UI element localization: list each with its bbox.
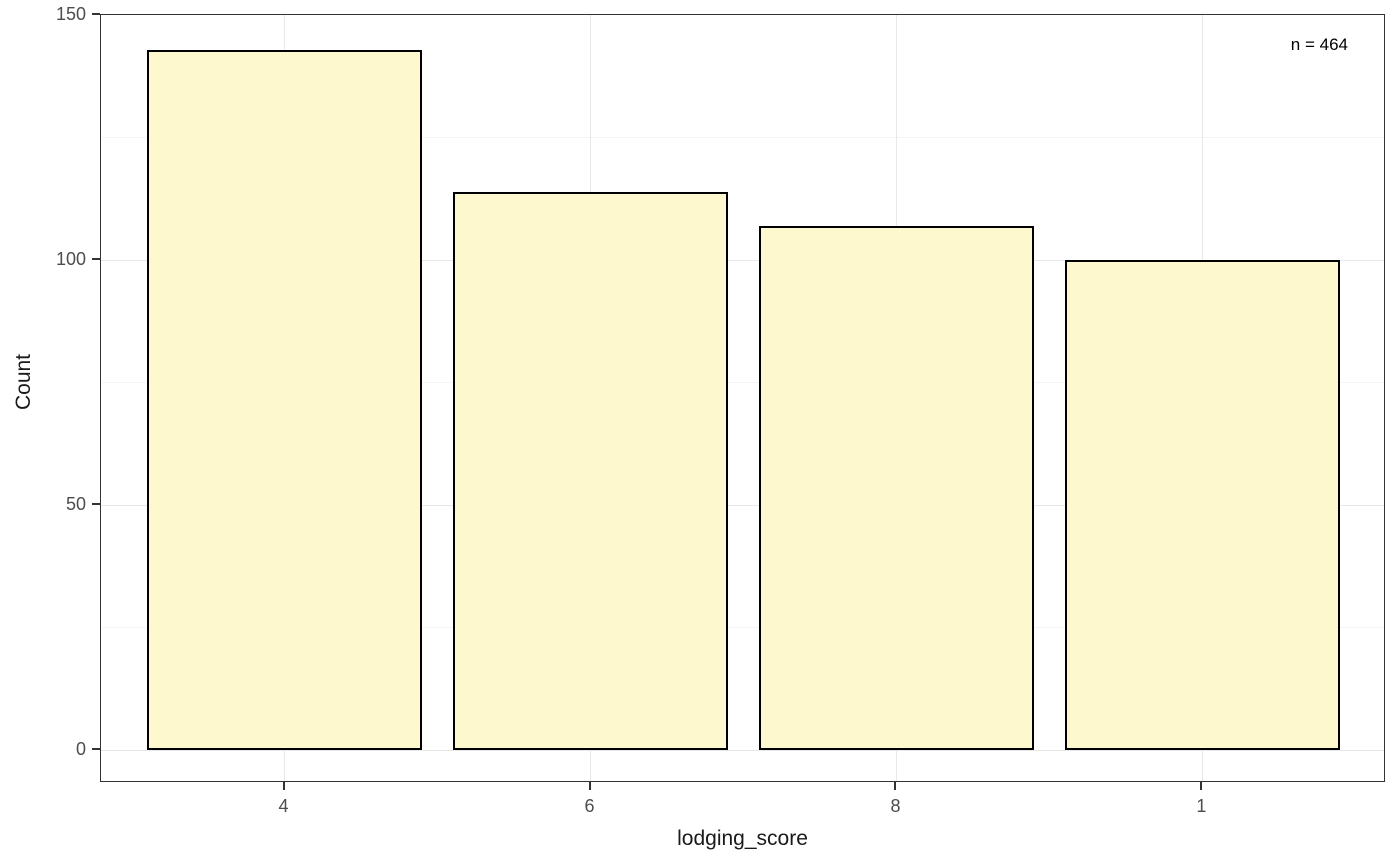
y-axis-tick [92,13,100,16]
y-tick-label: 50 [65,494,86,515]
bar-4 [146,49,423,751]
x-axis-tick [894,782,897,790]
grid-minor-horizontal [101,382,1384,384]
x-axis-tick [1200,782,1203,790]
bar-8 [758,226,1035,751]
x-axis-tick [282,782,285,790]
y-tick-label: 0 [75,739,86,760]
sample-size-annotation: n = 464 [1290,35,1348,54]
bar-6 [452,191,729,751]
x-tick-label: 8 [890,796,901,816]
y-tick-label: 100 [55,249,86,270]
x-axis-tick [588,782,591,790]
y-axis-title: Count [12,353,35,410]
plot-panel: n = 464 [100,14,1385,782]
y-tick-label: 150 [55,4,86,25]
x-tick-label: 6 [584,796,595,816]
bar-1 [1064,260,1341,751]
y-axis-tick [92,258,100,261]
y-axis-tick [92,748,100,751]
grid-major-horizontal [101,749,1384,751]
x-tick-label: 4 [278,796,289,816]
x-tick-label: 1 [1196,796,1207,816]
y-axis-tick [92,503,100,506]
grid-minor-horizontal [101,627,1384,629]
grid-minor-horizontal [101,137,1384,139]
grid-major-horizontal [101,504,1384,506]
x-axis-title: lodging_score [677,827,808,850]
grid-major-horizontal [101,259,1384,261]
